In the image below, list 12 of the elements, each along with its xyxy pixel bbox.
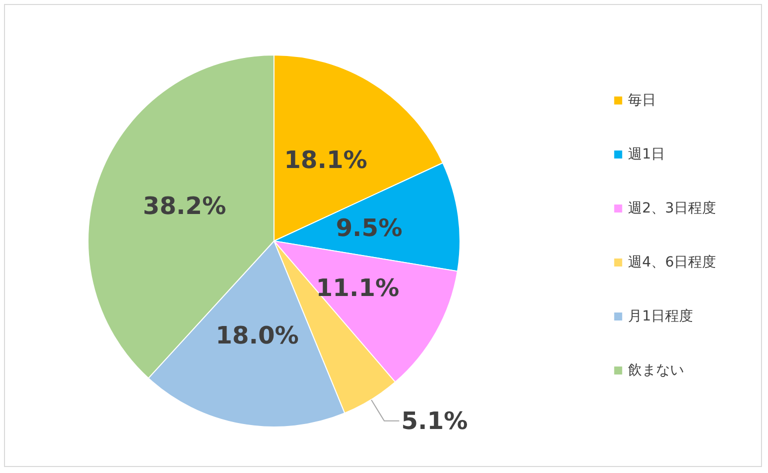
legend-label: 月1日程度 bbox=[628, 308, 694, 324]
legend-label: 毎日 bbox=[628, 92, 656, 108]
data-label: 38.2% bbox=[142, 192, 226, 220]
data-label: 11.1% bbox=[316, 274, 400, 302]
data-label: 9.5% bbox=[336, 214, 402, 242]
legend-label: 週4、6日程度 bbox=[628, 254, 716, 270]
data-label: 5.1% bbox=[401, 406, 468, 435]
data-label: 18.0% bbox=[216, 322, 299, 350]
legend-label: 週2、3日程度 bbox=[628, 200, 716, 216]
legend-label: 飲まない bbox=[628, 362, 684, 378]
legend-label: 週1日 bbox=[628, 146, 666, 162]
data-label: 18.1% bbox=[284, 146, 368, 174]
